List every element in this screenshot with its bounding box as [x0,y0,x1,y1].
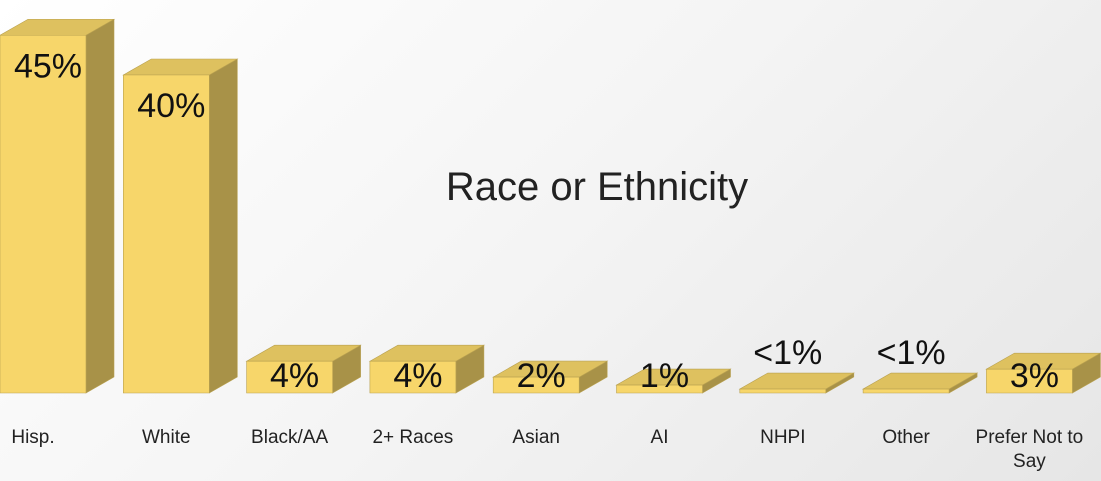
value-label: 2% [517,357,566,395]
bar [615,368,732,394]
bar [861,372,979,394]
bar-front [492,376,580,394]
bar [738,372,855,394]
bar-front [986,368,1073,394]
bar-front [123,74,210,394]
bar [122,58,239,394]
bar-side [209,58,238,394]
bar [245,344,362,394]
x-tick-label: Black/AA [251,427,329,448]
bar [0,18,116,394]
value-label: 3% [1010,357,1059,395]
bar [985,352,1101,394]
x-tick-label: 2+ Races [372,427,454,448]
x-tick-label: Asian [512,427,560,448]
value-label: <1% [877,334,946,372]
value-label: 40% [137,87,205,125]
x-tick-label: Hisp. [11,427,55,448]
bar-front [616,384,703,394]
x-tick-label: NHPI [760,427,806,448]
bar-front [246,360,333,394]
bar [492,360,609,394]
bar-front [0,34,87,394]
x-tick-label: AI [650,427,669,448]
value-label: 45% [14,47,82,85]
bar-front [862,388,950,394]
bar [368,344,486,394]
value-label: 4% [270,357,319,395]
x-tick-label: Prefer Not to Say [975,427,1084,472]
x-tick-label: Other [882,427,930,448]
value-label: 1% [640,357,689,395]
x-tick-label: White [142,427,191,448]
chart-title: Race or Ethnicity [446,165,748,209]
bar-front [739,388,827,394]
bar-front [369,360,457,394]
value-label: 4% [393,357,442,395]
bar-side [85,18,115,394]
value-label: <1% [753,334,822,372]
